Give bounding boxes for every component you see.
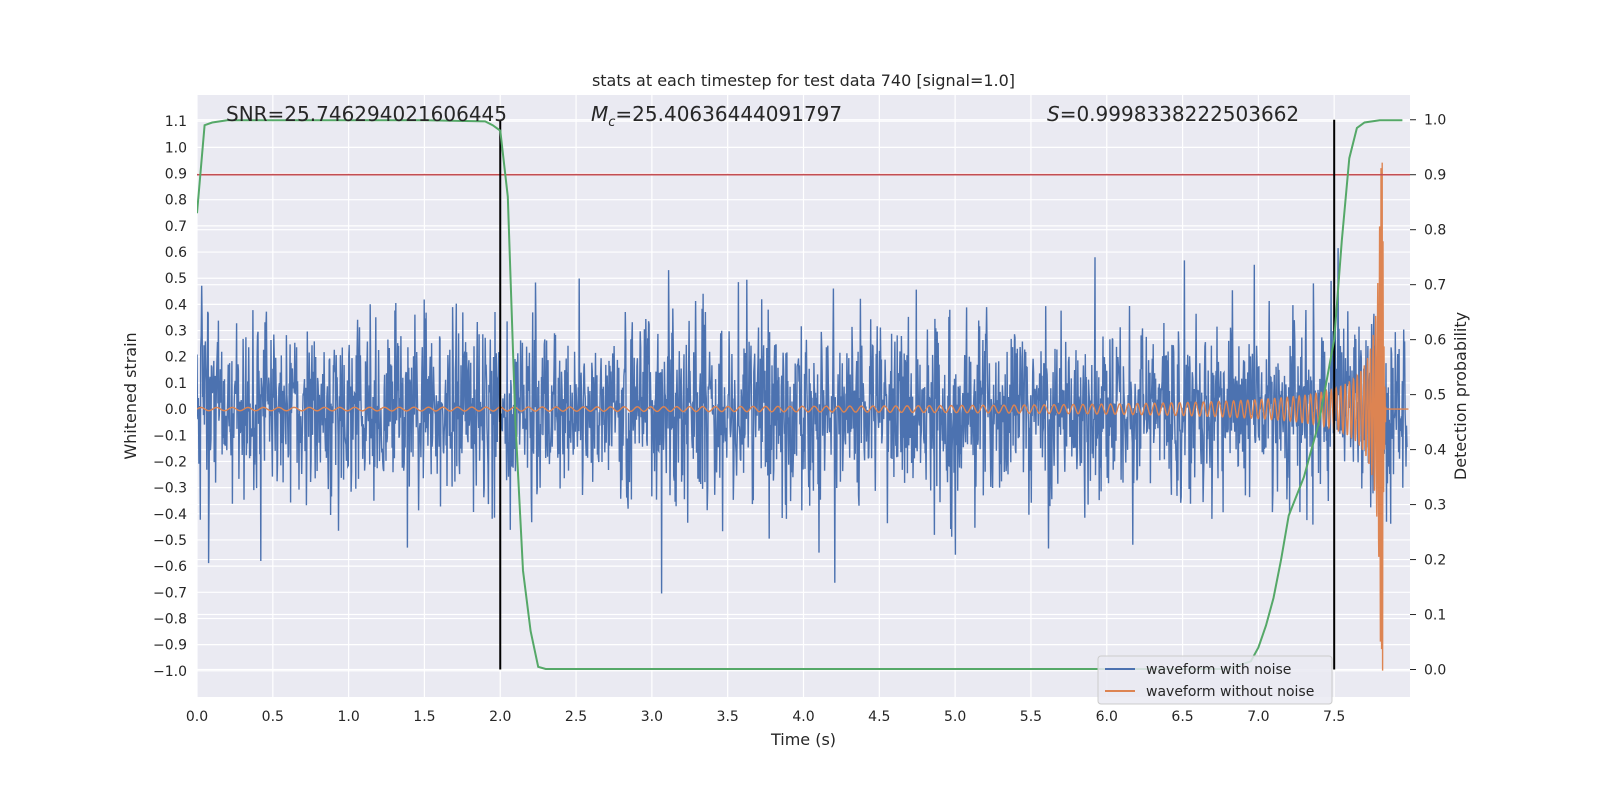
y-tick-label: −0.1 <box>153 428 187 444</box>
y-tick-label: −1.0 <box>153 664 187 680</box>
chirp-mass-annotation: Mc=25.40636444091797 <box>591 102 842 130</box>
x-tick-label: 7.0 <box>1247 709 1269 725</box>
x-tick-label: 5.5 <box>1020 709 1042 725</box>
x-tick-label: 2.5 <box>565 709 587 725</box>
legend-box <box>1097 655 1333 705</box>
x-tick-label: 7.5 <box>1323 709 1345 725</box>
x-tick-label: 6.5 <box>1171 709 1193 725</box>
y2-tick-label: 0.5 <box>1424 388 1446 404</box>
mc-value: =25.40636444091797 <box>615 102 842 126</box>
y-tick-label: −0.9 <box>153 638 187 654</box>
x-tick-label: 3.0 <box>641 709 663 725</box>
y-tick-label: 0.0 <box>165 402 187 418</box>
x-tick-label: 0.5 <box>262 709 284 725</box>
x-axis-label: Time (s) <box>770 730 836 749</box>
x-tick-label: 6.0 <box>1096 709 1118 725</box>
mc-subscript: c <box>608 115 615 130</box>
y2-tick-label: 0.3 <box>1424 498 1446 514</box>
y2-axis-label: Detection probability <box>1451 312 1470 480</box>
s-symbol: S <box>1047 102 1060 126</box>
y2-axis-ticks: 0.0 0.1 0.2 0.3 0.4 0.5 0.6 0.7 0.8 0.9 1.0 <box>1410 113 1446 679</box>
x-tick-label: 2.0 <box>489 709 511 725</box>
y2-tick-label: 0.8 <box>1424 223 1446 239</box>
y-tick-label: −0.8 <box>153 611 187 627</box>
y-tick-label: 0.2 <box>165 350 187 366</box>
y-tick-label: 0.7 <box>165 219 187 235</box>
series-waveform-with-noise <box>197 248 1408 594</box>
y-tick-label: 1.0 <box>165 140 187 156</box>
series-lines <box>197 119 1410 671</box>
x-tick-label: 3.5 <box>717 709 739 725</box>
legend-label-clean: waveform without noise <box>1146 684 1314 700</box>
y2-tick-label: 0.4 <box>1424 443 1446 459</box>
x-axis-ticks: 0.0 0.5 1.0 1.5 2.0 2.5 3.0 3.5 4.0 4.5 5.0 5.5 6.0 6… <box>186 709 1345 725</box>
y-tick-label: 0.8 <box>165 193 187 209</box>
y2-tick-label: 0.9 <box>1424 168 1446 184</box>
legend: waveform with noise waveform without noi… <box>1097 655 1333 705</box>
y-tick-label: 0.4 <box>165 297 187 313</box>
x-tick-label: 4.5 <box>868 709 890 725</box>
snr-annotation: SNR=25.746294021606445 <box>226 102 507 126</box>
x-tick-label: 1.0 <box>337 709 359 725</box>
chart-title: stats at each timestep for test data 740… <box>592 71 1015 90</box>
series-waveform-without-noise <box>197 162 1409 671</box>
x-tick-label: 4.0 <box>792 709 814 725</box>
y2-tick-label: 0.1 <box>1424 608 1446 624</box>
y-tick-label: 0.9 <box>165 167 187 183</box>
y-tick-label: 0.3 <box>165 324 187 340</box>
y-tick-label: −0.4 <box>153 507 187 523</box>
y-axis-ticks: −1.0 −0.9 −0.8 −0.7 −0.6 −0.5 −0.4 −0.3 −0.2 −0.1… <box>153 114 187 680</box>
y-tick-label: 0.5 <box>165 271 187 287</box>
y2-tick-label: 0.2 <box>1424 553 1446 569</box>
y2-tick-label: 1.0 <box>1424 113 1446 129</box>
y-tick-label: −0.2 <box>153 454 187 470</box>
y-tick-label: −0.5 <box>153 533 187 549</box>
s-value: =0.9998338222503662 <box>1060 102 1299 126</box>
series-detection-probability <box>197 119 1403 670</box>
y2-tick-label: 0.6 <box>1424 333 1446 349</box>
y-tick-label: 0.6 <box>165 245 187 261</box>
y-tick-label: −0.7 <box>153 585 187 601</box>
y-tick-label: 0.1 <box>165 376 187 392</box>
y-tick-label: −0.3 <box>153 481 187 497</box>
mc-symbol: M <box>591 102 608 126</box>
s-annotation: S=0.9998338222503662 <box>1047 102 1299 126</box>
legend-label-noise: waveform with noise <box>1146 662 1291 678</box>
y-tick-label: 1.1 <box>165 114 187 130</box>
x-tick-label: 0.0 <box>186 709 208 725</box>
x-tick-label: 1.5 <box>413 709 435 725</box>
y-tick-label: −0.6 <box>153 559 187 575</box>
y2-tick-label: 0.7 <box>1424 278 1446 294</box>
y2-tick-label: 0.0 <box>1424 663 1446 679</box>
y-axis-label: Whitened strain <box>121 332 140 459</box>
x-tick-label: 5.0 <box>944 709 966 725</box>
